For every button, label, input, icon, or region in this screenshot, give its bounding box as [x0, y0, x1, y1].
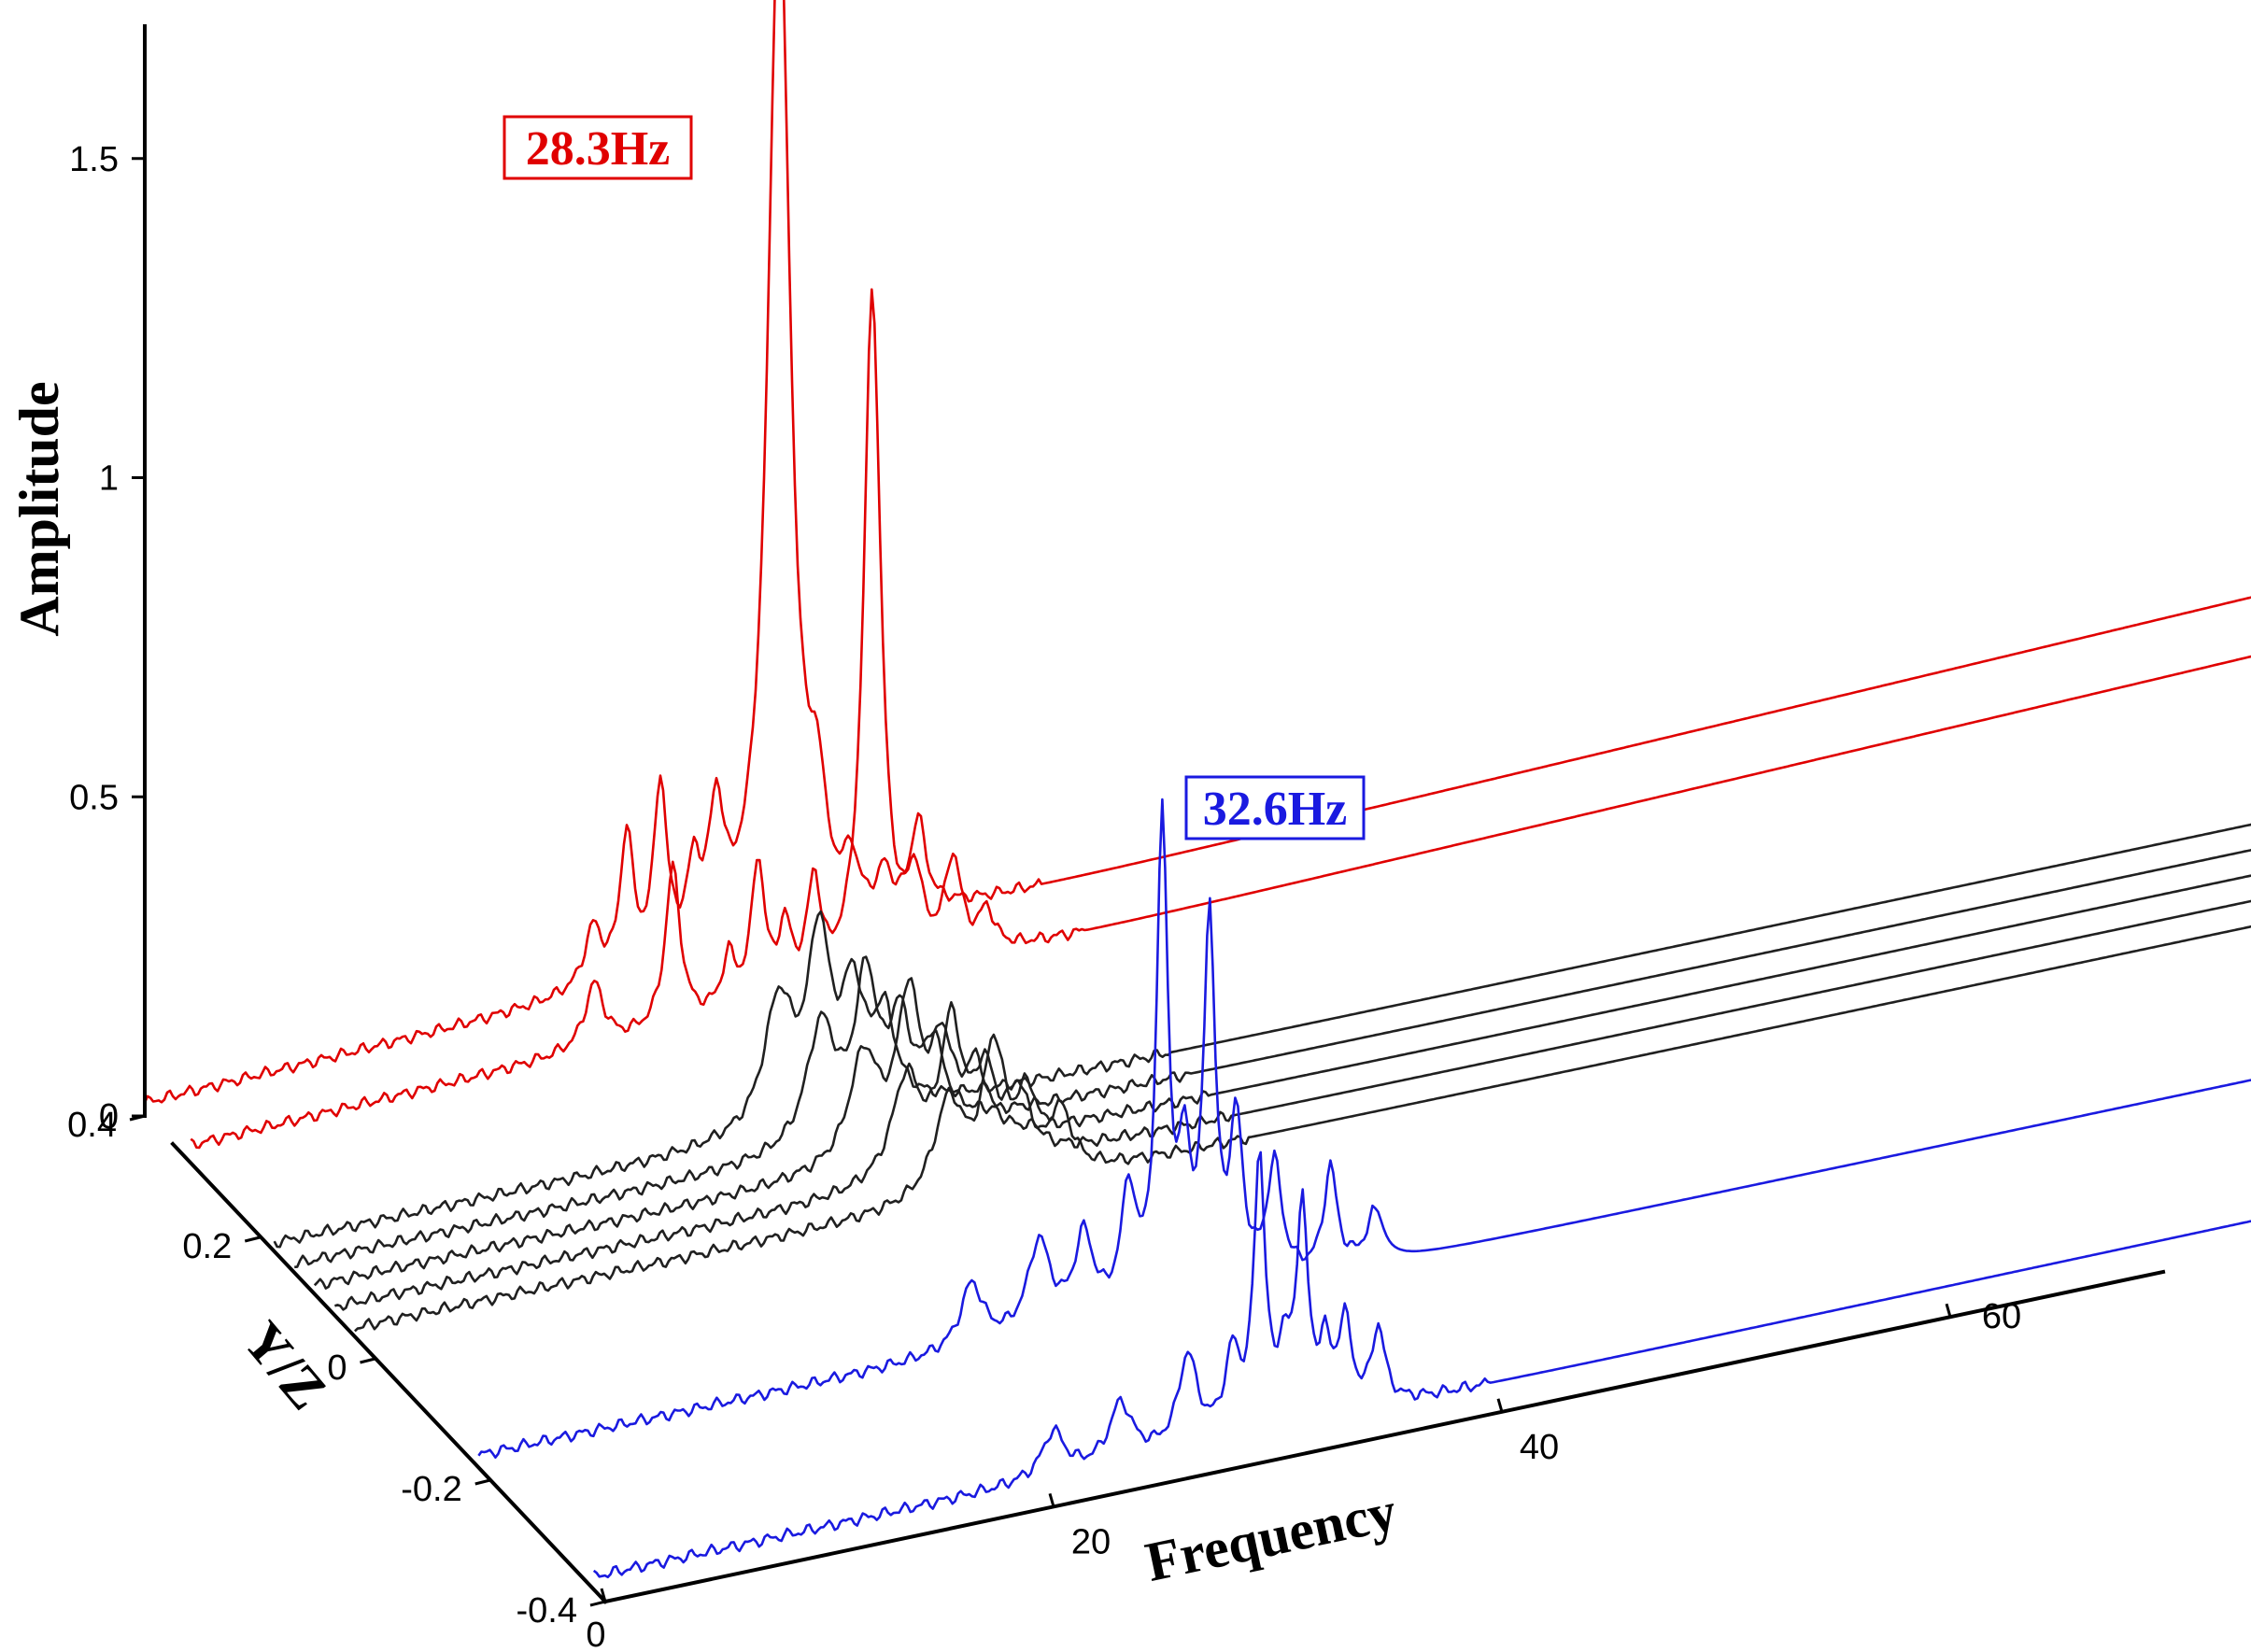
yz-axis-title: Y/Z: [232, 1310, 339, 1421]
trace-black-5: [333, 899, 2251, 1311]
yz-tick-label: -0.2: [401, 1470, 461, 1509]
frequency-axis-title: Frequency: [1140, 1480, 1402, 1593]
yz-tick: [129, 1114, 146, 1122]
yz-ticks: -0.4 -0.2 0 0.2 0.4: [67, 1106, 606, 1631]
frequency-axis-line: [602, 1269, 2166, 1604]
frequency-tick: [600, 1588, 607, 1603]
spectrum-traces: [143, 0, 2251, 1579]
amplitude-tick-label: 1: [99, 459, 119, 499]
yz-tick: [360, 1357, 375, 1364]
annotation-32-6hz-text: 32.6Hz: [1203, 783, 1348, 836]
amplitude-tick-label: 1.5: [69, 140, 119, 179]
trace-black-4: [313, 874, 2251, 1290]
trace-red-1: [190, 288, 2251, 1150]
trace-black-6: [354, 925, 2251, 1333]
frequency-tick-label: 40: [1520, 1428, 1559, 1467]
frequency-tick: [1496, 1398, 1504, 1413]
yz-tick-label: 0.4: [67, 1106, 117, 1145]
frequency-tick-label: 20: [1071, 1522, 1111, 1561]
amplitude-ticks: 0 0.5 1 1.5: [69, 140, 145, 1137]
yz-tick-label: 0.2: [182, 1227, 232, 1266]
annotation-28-3hz: 28.3Hz: [503, 115, 693, 180]
yz-tick-label: 0: [327, 1348, 347, 1388]
yz-tick-label: -0.4: [517, 1591, 577, 1631]
trace-black-2: [273, 823, 2251, 1249]
yz-tick: [244, 1235, 261, 1243]
yz-tick: [474, 1478, 491, 1486]
frequency-tick: [1945, 1303, 1952, 1318]
trace-blue-7: [477, 798, 2251, 1459]
frequency-ticks: 0 20 40 60: [586, 1297, 2021, 1652]
amplitude-axis-title: Amplitude: [8, 381, 70, 636]
annotation-28-3hz-text: 28.3Hz: [526, 122, 671, 176]
yz-tick: [589, 1600, 606, 1607]
frequency-tick-label: 60: [1982, 1297, 2021, 1336]
trace-blue-8: [592, 1151, 2251, 1579]
frequency-tick-label: 0: [586, 1616, 605, 1652]
amplitude-tick-label: 0.5: [69, 778, 119, 817]
yz-axis-line: [170, 1141, 608, 1604]
trace-black-3: [294, 848, 2251, 1269]
trace-red-0: [143, 0, 2251, 1104]
annotation-32-6hz: 32.6Hz: [1184, 775, 1366, 840]
frequency-tick: [1048, 1492, 1055, 1507]
axes: 0 0.5 1 1.5 -0.4 -0.2 0 0.2 0.4 0 20 40 60: [67, 24, 2166, 1652]
amplitude-tick-label: 0: [99, 1097, 119, 1137]
